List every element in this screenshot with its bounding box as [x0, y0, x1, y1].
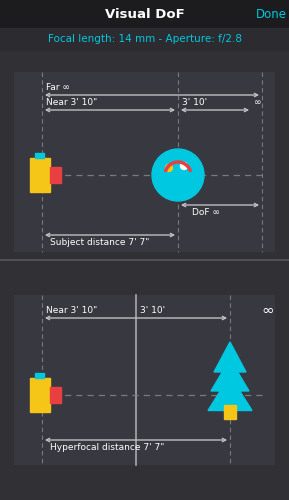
Bar — [30, 158, 50, 192]
Text: Visual DoF: Visual DoF — [105, 8, 184, 20]
Bar — [0, 260, 289, 500]
Text: Focal length: 14 mm - Aperture: f/2.8: Focal length: 14 mm - Aperture: f/2.8 — [47, 34, 242, 44]
Text: Hyperfocal distance 7' 7": Hyperfocal distance 7' 7" — [50, 443, 164, 452]
Bar — [224, 405, 236, 419]
Polygon shape — [214, 342, 246, 372]
Polygon shape — [208, 376, 252, 410]
Text: ∞: ∞ — [262, 303, 274, 318]
Text: Done: Done — [255, 8, 286, 20]
Text: Near 3' 10": Near 3' 10" — [46, 98, 97, 107]
Bar — [35, 373, 44, 378]
Circle shape — [181, 162, 188, 170]
Polygon shape — [211, 359, 249, 391]
Bar — [0, 50, 289, 260]
Bar — [14, 72, 275, 252]
Text: DoF ∞: DoF ∞ — [192, 208, 220, 217]
Bar — [50, 387, 61, 403]
Bar — [35, 153, 44, 158]
Text: Subject distance 7' 7": Subject distance 7' 7" — [50, 238, 149, 247]
Circle shape — [152, 149, 204, 201]
Text: Near 3' 10": Near 3' 10" — [46, 306, 97, 315]
Text: 3' 10': 3' 10' — [182, 98, 207, 107]
Circle shape — [166, 164, 173, 172]
Bar — [14, 295, 275, 465]
Bar — [30, 378, 50, 412]
Bar — [50, 167, 61, 183]
Text: ∞: ∞ — [254, 98, 262, 107]
Text: 3' 10': 3' 10' — [140, 306, 165, 315]
Text: Far ∞: Far ∞ — [46, 83, 70, 92]
Bar — [0, 0, 289, 28]
Bar — [0, 28, 289, 50]
